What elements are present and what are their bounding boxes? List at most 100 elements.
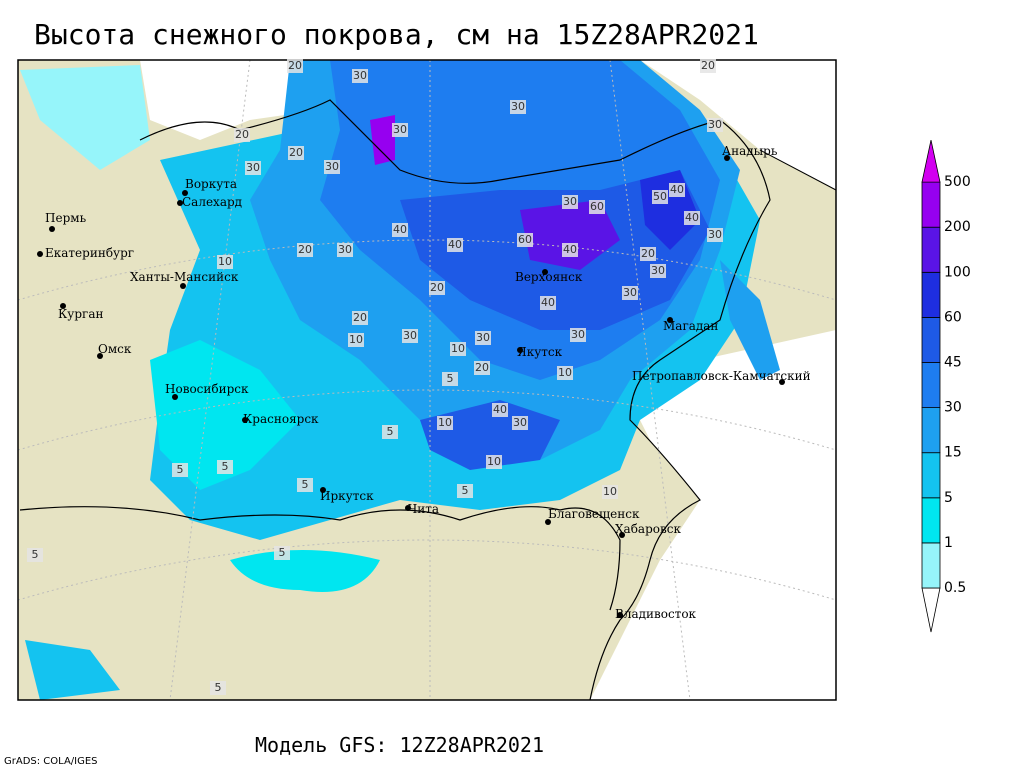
contour-label-box [217, 255, 233, 269]
contour-label: 30 [513, 416, 527, 429]
contour-label-box [510, 100, 526, 114]
contour-label-box [512, 416, 528, 430]
contour-label-box [352, 69, 368, 83]
pacific-sea [590, 330, 836, 700]
coastline [139, 99, 771, 700]
contour-label: 5 [222, 460, 229, 473]
city-dot [617, 612, 623, 618]
contour-label-box [234, 128, 250, 142]
contour-label: 30 [325, 160, 339, 173]
graticule [18, 60, 836, 700]
snow-200 [370, 115, 395, 165]
city-label: Салехард [182, 195, 242, 209]
contour-label: 30 [246, 161, 260, 174]
contour-label-box [640, 247, 656, 261]
contour-label: 20 [701, 59, 715, 72]
contour-label-box [557, 366, 573, 380]
contour-label: 40 [685, 211, 699, 224]
contour-label: 30 [623, 286, 637, 299]
contour-label-box [437, 416, 453, 430]
contour-label-box [492, 403, 508, 417]
contour-label-box [622, 286, 638, 300]
colorbar-label: 1 [944, 535, 953, 551]
snow-kamchatka [720, 260, 780, 380]
contour-label: 20 [235, 128, 249, 141]
contour-label: 10 [558, 366, 572, 379]
colorbar-label: 100 [944, 264, 971, 280]
model-label: Модель GFS: 12Z28APR2021 [255, 733, 544, 757]
contour-label-box [297, 243, 313, 257]
contour-label: 20 [289, 146, 303, 159]
city-label: Владивосток [615, 607, 697, 621]
city-label: Чита [408, 502, 439, 516]
contour-label: 10 [438, 416, 452, 429]
city-label: Омск [98, 342, 132, 356]
city-dot [37, 251, 43, 257]
contour-label: 5 [279, 546, 286, 559]
colorbar-label: 15 [944, 445, 962, 461]
contour-label: 5 [32, 548, 39, 561]
snow-05 [20, 65, 150, 170]
contour-label-box [562, 243, 578, 257]
contour-label: 30 [651, 264, 665, 277]
city-label: Петропавловск-Камчатский [632, 369, 811, 383]
contour-label-box [172, 463, 188, 477]
snow-5 [25, 640, 120, 700]
contour-label-box [700, 59, 716, 73]
contour-label: 20 [430, 281, 444, 294]
colorbar-label: 30 [944, 400, 962, 416]
contour-label: 30 [476, 331, 490, 344]
colorbar-label: 500 [944, 174, 971, 190]
city-label: Анадырь [722, 144, 778, 158]
contour-label: 40 [393, 223, 407, 236]
city-dot [180, 283, 186, 289]
city-dot [724, 155, 730, 161]
colorbar-segment [921, 271, 941, 318]
city-label: Курган [58, 307, 103, 321]
contour-label-box [474, 361, 490, 375]
contour-label-box [562, 195, 578, 209]
contour-label: 5 [302, 478, 309, 491]
city-dot [405, 505, 411, 511]
contour-label: 10 [451, 342, 465, 355]
credit: GrADS: COLA/IGES [4, 756, 98, 767]
contour-label: 40 [448, 238, 462, 251]
contour-label-box [429, 281, 445, 295]
contour-label: 40 [563, 243, 577, 256]
snow-1 [150, 340, 300, 490]
city-label: Ханты-Мансийск [130, 270, 239, 284]
city-dot [172, 394, 178, 400]
contour-label-box [602, 485, 618, 499]
city-dot [177, 200, 183, 206]
border [19, 506, 621, 611]
contour-label: 5 [447, 372, 454, 385]
snow-60 [520, 200, 620, 270]
snow-1 [230, 550, 380, 592]
city-dot [97, 353, 103, 359]
contour-label-box [392, 223, 408, 237]
contour-label: 30 [708, 228, 722, 241]
contour-label: 40 [670, 183, 684, 196]
contour-label: 30 [708, 118, 722, 131]
contour-label: 60 [590, 200, 604, 213]
contour-label-box [337, 243, 353, 257]
city-label: Воркута [185, 177, 237, 191]
contour-label-box [297, 478, 313, 492]
contour-label: 50 [653, 190, 667, 203]
city-label: Иркутск [320, 489, 374, 503]
contour-label-box [589, 200, 605, 214]
city-label: Красноярск [243, 412, 319, 426]
colorbar-label: 200 [944, 219, 971, 235]
city-label: Магадан [663, 319, 718, 333]
contour-label-box [287, 59, 303, 73]
contour-label-box [650, 264, 666, 278]
barents-sea [140, 60, 330, 140]
colorbar-segment [921, 497, 941, 544]
contour-label: 40 [493, 403, 507, 416]
colorbar-top [921, 140, 941, 183]
city-dot [320, 487, 326, 493]
contour-label: 10 [218, 255, 232, 268]
contour-label: 5 [215, 681, 222, 694]
